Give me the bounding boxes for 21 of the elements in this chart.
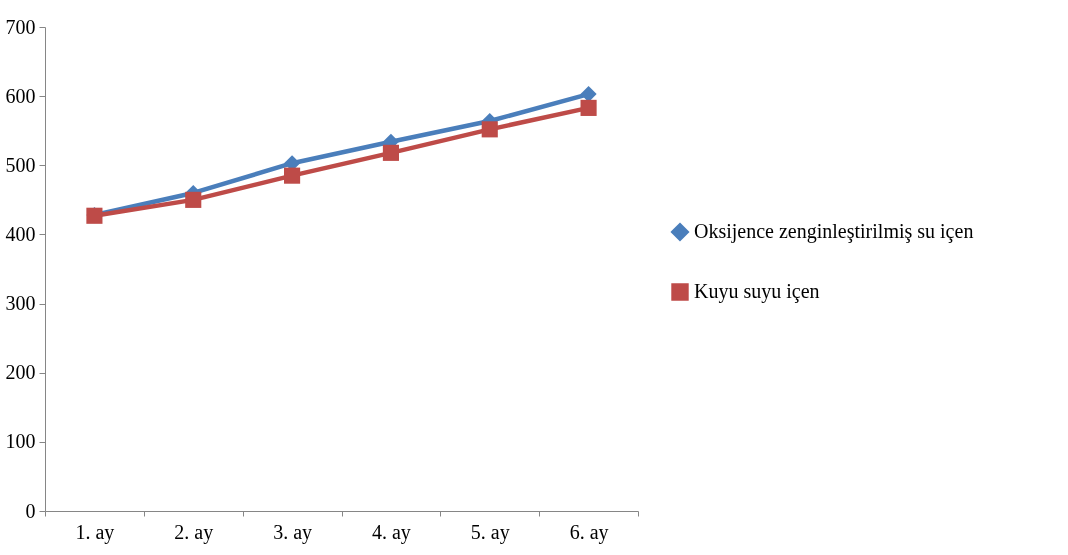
point [382, 144, 399, 161]
legend-label: Oksijence zenginleştirilmiş su içen [694, 220, 974, 243]
point [185, 191, 202, 208]
y-tick-label: 400 [5, 222, 36, 245]
point [481, 121, 498, 138]
x-tick-label: 6. ay [569, 520, 609, 544]
y-tick-label: 100 [5, 430, 36, 453]
y-tick-label: 700 [5, 15, 36, 38]
y-tick-label: 300 [5, 292, 36, 315]
x-tick-label: 4. ay [371, 520, 411, 544]
y-tick-label: 0 [25, 499, 36, 522]
x-tick-label: 1. ay [75, 520, 115, 544]
y-tick-label: 600 [5, 84, 36, 107]
legend-label: Kuyu suyu içen [694, 280, 820, 303]
x-tick-label: 3. ay [273, 520, 313, 544]
point [580, 99, 597, 116]
y-tick-label: 500 [5, 153, 36, 176]
x-tick-label: 2. ay [174, 520, 214, 544]
y-tick-label: 200 [5, 361, 36, 384]
x-tick-label: 5. ay [470, 520, 510, 544]
point [284, 167, 301, 184]
